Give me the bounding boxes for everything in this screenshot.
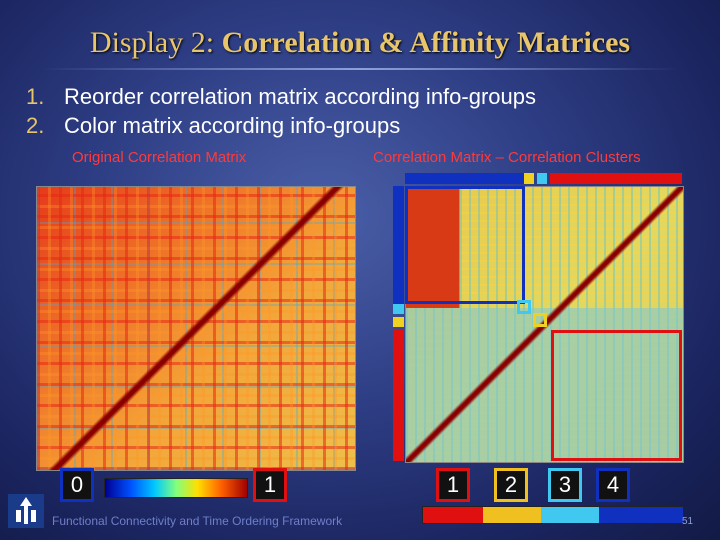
- cluster-side-bar-4: [393, 186, 404, 304]
- original-matrix-label: Original Correlation Matrix: [72, 149, 247, 166]
- bullet-list: 1. Reorder correlation matrix according i…: [26, 82, 536, 140]
- cluster-strip-1: [423, 507, 483, 523]
- cluster-side-bar-1: [393, 330, 404, 461]
- cluster-label-3: 3: [548, 468, 582, 502]
- footer-text: Functional Connectivity and Time Orderin…: [52, 514, 343, 528]
- title-main: Correlation & Affinity Matrices: [221, 26, 631, 59]
- cluster-box-4: [405, 186, 525, 304]
- cluster-label-1: 1: [436, 468, 470, 502]
- scale-min-label: 0: [60, 468, 94, 502]
- slide-title: Display 2: Correlation & Affinity Matric…: [0, 26, 720, 60]
- cluster-strip-4: [599, 507, 683, 523]
- cluster-label-2: 2: [494, 468, 528, 502]
- title-prefix: Display 2:: [89, 26, 215, 59]
- cluster-strip-2: [483, 507, 541, 523]
- title-divider: [40, 68, 680, 70]
- cluster-top-bar-1: [550, 173, 682, 184]
- cluster-top-bar-4: [405, 173, 533, 184]
- scale-max-label: 1: [253, 468, 287, 502]
- cluster-box-3: [517, 300, 531, 314]
- bullet-item: 2. Color matrix according info-groups: [26, 113, 401, 138]
- original-correlation-matrix: [36, 186, 356, 471]
- cluster-box-1: [551, 330, 682, 461]
- cluster-color-strip: [422, 506, 684, 524]
- cluster-box-2: [533, 313, 547, 327]
- correlation-colorbar: [104, 478, 248, 498]
- cluster-top-bar-3: [537, 173, 547, 184]
- cluster-side-bar-2: [393, 317, 404, 327]
- cluster-matrix-label: Correlation Matrix – Correlation Cluster…: [373, 149, 641, 166]
- university-logo-icon: [8, 494, 44, 528]
- cluster-side-bar-3: [393, 304, 404, 314]
- cluster-strip-3: [541, 507, 599, 523]
- bullet-item: 1. Reorder correlation matrix according i…: [26, 84, 536, 109]
- cluster-top-bar-2: [524, 173, 534, 184]
- page-number: 51: [682, 516, 694, 527]
- cluster-label-4: 4: [596, 468, 630, 502]
